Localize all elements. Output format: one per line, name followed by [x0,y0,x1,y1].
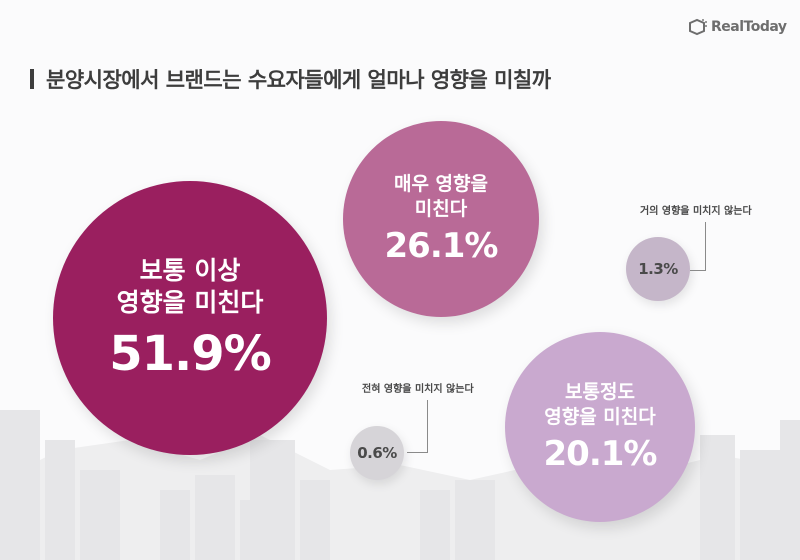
callout-line-little-v [705,222,706,271]
cube-logo-icon [689,18,707,36]
page-title: 분양시장에서 브랜드는 수요자들에게 얼마나 영향을 미칠까 [30,64,551,94]
bubble-little-value: 1.3% [638,260,678,278]
bubble-summary: 보통 이상 영향을 미친다 51.9% [53,181,327,455]
callout-little-label: 거의 영향을 미치지 않는다 [640,206,752,217]
callout-line-none-h [407,452,428,453]
title-text: 분양시장에서 브랜드는 수요자들에게 얼마나 영향을 미칠까 [46,68,551,92]
realtoday-logo: RealToday [688,18,787,36]
callout-none-label: 전혀 영향을 미치지 않는다 [362,384,474,395]
title-accent-bar [30,69,34,89]
bubble-none-value: 0.6% [357,444,397,462]
bubble-moderate-label: 보통정도 영향을 미친다 [544,381,656,428]
bubble-very: 매우 영향을 미친다 26.1% [343,121,539,317]
bubble-very-value: 26.1% [384,225,499,266]
logo-text: RealToday [711,19,787,35]
bubble-very-label: 매우 영향을 미친다 [393,173,488,220]
callout-line-none-v [427,400,428,453]
callout-line-little-h [690,270,706,271]
bubble-moderate: 보통정도 영향을 미친다 20.1% [505,332,695,522]
bubble-little: 1.3% [626,237,690,301]
bubble-none: 0.6% [350,426,404,480]
bubble-summary-label: 보통 이상 영향을 미친다 [116,255,264,318]
bubble-summary-value: 51.9% [109,325,272,382]
city-skyline-background [0,410,800,560]
bubble-moderate-value: 20.1% [543,433,658,474]
